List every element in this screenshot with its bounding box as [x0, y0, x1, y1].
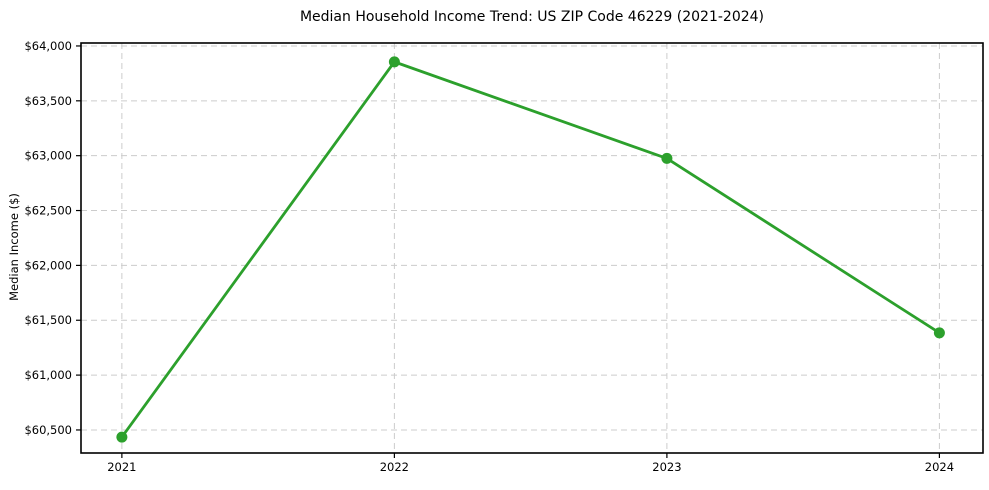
y-tick-label: $64,000 — [24, 39, 72, 53]
y-tick-label: $60,500 — [24, 423, 72, 437]
y-tick-label: $62,000 — [24, 258, 72, 272]
x-tick-label: 2022 — [380, 460, 409, 474]
x-tick-label: 2024 — [925, 460, 954, 474]
data-point-2021 — [116, 431, 128, 443]
data-point-2022 — [388, 56, 400, 68]
y-tick-label: $63,500 — [24, 94, 72, 108]
y-tick-label: $61,500 — [24, 313, 72, 327]
data-point-2024 — [933, 327, 945, 339]
y-tick-label: $63,000 — [24, 149, 72, 163]
plot-border — [80, 42, 984, 454]
x-tick-label: 2021 — [107, 460, 136, 474]
data-point-2023 — [661, 152, 673, 164]
x-tick-label: 2023 — [652, 460, 681, 474]
trend-line — [120, 60, 941, 439]
y-tick-label: $62,500 — [24, 204, 72, 218]
chart-title: Median Household Income Trend: US ZIP Co… — [299, 9, 765, 25]
y-tick-label: $61,000 — [24, 368, 72, 382]
